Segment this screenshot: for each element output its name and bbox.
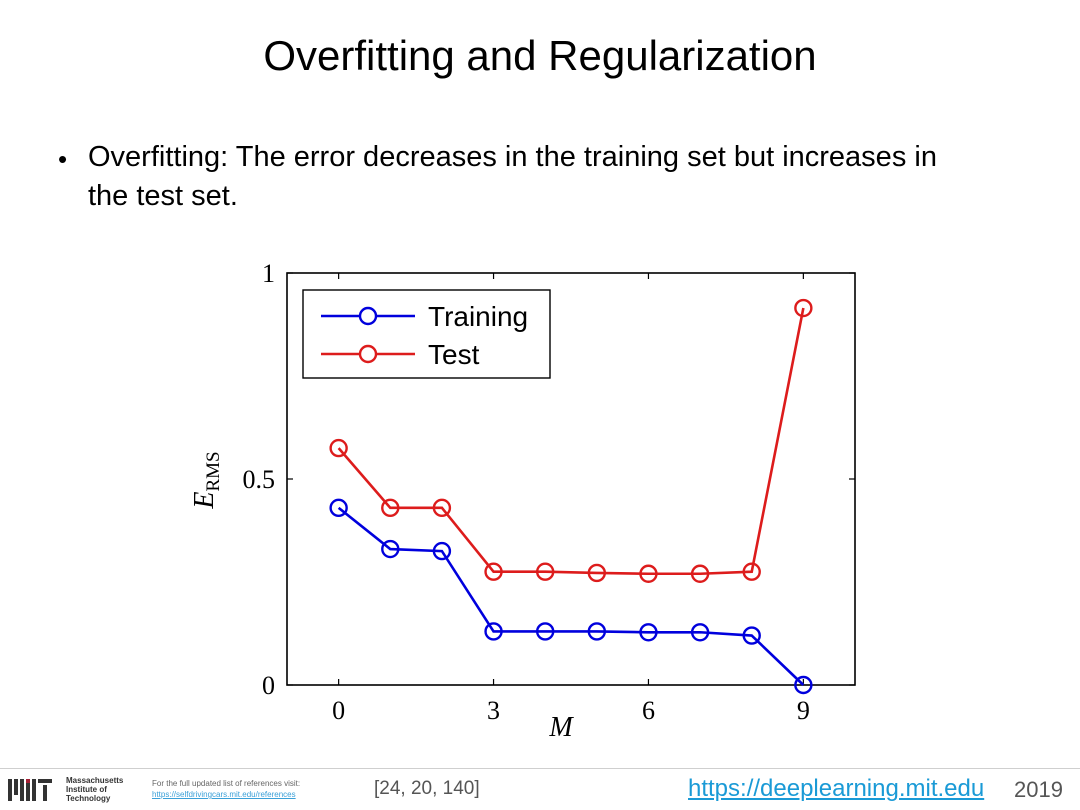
y-tick-label: 1 <box>262 259 275 288</box>
x-tick-label: 0 <box>332 696 345 725</box>
data-point-test <box>639 564 658 583</box>
data-point-training <box>381 539 400 559</box>
data-point-test <box>587 563 607 583</box>
data-point-training <box>690 623 710 642</box>
error-chart: 0 3 6 9 0 0.5 1 M ERMS Training Test <box>189 259 856 743</box>
data-point-training <box>742 626 761 645</box>
bullet-text: Overfitting: The error decreases in the … <box>88 141 937 212</box>
year-label: 2019 <box>1014 777 1063 802</box>
legend-marker-test <box>358 344 378 364</box>
legend-marker-training <box>358 306 378 326</box>
data-point-training <box>587 622 607 641</box>
y-axis-label-subscript: RMS <box>203 451 224 491</box>
data-point-test <box>329 438 348 458</box>
data-point-test <box>794 298 813 318</box>
data-point-training <box>329 498 348 518</box>
data-point-test <box>690 564 710 583</box>
legend-label-test: Test <box>428 339 480 370</box>
x-tick-label: 6 <box>642 696 655 725</box>
references-link[interactable]: https://selfdrivingcars.mit.edu/referenc… <box>152 790 296 799</box>
data-point-test <box>484 562 503 581</box>
data-point-training <box>794 675 813 695</box>
legend-box <box>302 289 551 379</box>
series-line-training <box>337 506 805 686</box>
bullet-marker: • <box>58 144 68 174</box>
slide-title: Overfitting and Regularization <box>263 32 817 79</box>
data-point-test <box>432 498 452 518</box>
series-line-test <box>337 307 805 576</box>
data-point-training <box>484 622 503 641</box>
references-note: For the full updated list of references … <box>152 778 367 800</box>
mit-name-line: Institute of <box>66 785 107 794</box>
mit-logo-icon <box>8 779 52 801</box>
y-tick-label: 0.5 <box>243 465 276 494</box>
x-axis-label: M <box>548 712 574 743</box>
reference-numbers: [24, 20, 140] <box>374 778 480 799</box>
mit-name-line: Technology <box>66 794 111 803</box>
legend-label-training: Training <box>428 301 528 332</box>
website-link[interactable]: https://deeplearning.mit.edu <box>688 775 985 802</box>
x-tick-label: 3 <box>487 696 500 725</box>
footer-divider <box>0 768 1080 769</box>
data-point-training <box>639 623 658 642</box>
data-point-training <box>432 541 452 561</box>
y-tick-label: 0 <box>262 671 275 700</box>
mit-name-line: Massachusetts <box>66 776 124 785</box>
x-tick-label: 9 <box>797 696 810 725</box>
references-note-text: For the full updated list of references … <box>152 779 301 788</box>
data-point-test <box>535 562 555 581</box>
y-axis-label-main: E <box>189 492 220 510</box>
data-point-training <box>535 622 555 641</box>
data-point-test <box>742 562 761 581</box>
data-point-test <box>381 498 400 518</box>
y-axis-label: ERMS <box>189 451 224 509</box>
mit-name: Massachusetts Institute of Technology <box>66 776 146 803</box>
